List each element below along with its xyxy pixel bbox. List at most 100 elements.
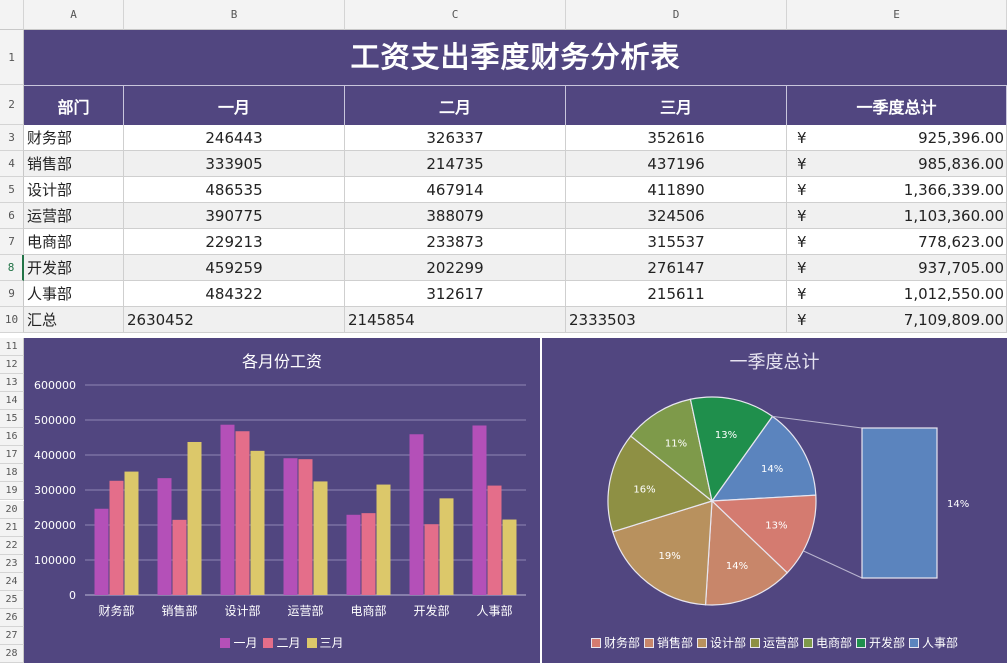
row-header[interactable]: 4 — [0, 151, 24, 177]
value-cell[interactable]: 324506 — [566, 203, 787, 229]
total-cell[interactable]: ¥778,623.00 — [787, 229, 1007, 255]
header-jan[interactable]: 一月 — [124, 85, 345, 125]
dept-cell[interactable]: 财务部 — [24, 125, 124, 151]
pie-chart-plot: 14% 13% 14% 19% 16% 11% 13% 14% — [607, 396, 969, 606]
value-cell[interactable]: 437196 — [566, 151, 787, 177]
bar — [157, 478, 172, 595]
row-header[interactable]: 28 — [0, 644, 24, 663]
pie-chart-panel[interactable]: 一季度总计 14% 13% 14% 19% 16% 11% 13% 14% 财务部 销售部 设计部… — [542, 338, 1007, 663]
dept-cell[interactable]: 开发部 — [24, 255, 124, 281]
y-tick-label: 600000 — [34, 379, 76, 392]
row-header[interactable]: 18 — [0, 464, 24, 483]
value-cell[interactable]: 467914 — [345, 177, 566, 203]
row-header[interactable]: 3 — [0, 125, 24, 151]
row-header[interactable]: 10 — [0, 307, 24, 333]
value-cell[interactable]: 276147 — [566, 255, 787, 281]
currency-symbol: ¥ — [797, 310, 807, 329]
row-header[interactable]: 26 — [0, 608, 24, 627]
total-cell[interactable]: ¥1,012,550.00 — [787, 281, 1007, 307]
value-cell[interactable]: 486535 — [124, 177, 345, 203]
row-header[interactable]: 11 — [0, 338, 24, 357]
bar-chart-plot: 0 100000 200000 300000 400000 500000 600000 财务部… — [34, 379, 526, 618]
value-cell[interactable]: 390775 — [124, 203, 345, 229]
dept-cell[interactable]: 设计部 — [24, 177, 124, 203]
row-header[interactable]: 21 — [0, 518, 24, 537]
row-header[interactable]: 14 — [0, 392, 24, 411]
row-header[interactable]: 9 — [0, 281, 24, 307]
value-cell[interactable]: 326337 — [345, 125, 566, 151]
dept-cell[interactable]: 汇总 — [24, 307, 124, 333]
row-header[interactable]: 16 — [0, 428, 24, 447]
column-header-e[interactable]: E — [787, 0, 1007, 30]
x-tick-label: 设计部 — [224, 603, 260, 618]
value-cell[interactable]: 484322 — [124, 281, 345, 307]
value-cell[interactable]: 459259 — [124, 255, 345, 281]
value-cell[interactable]: 2145854 — [345, 307, 566, 333]
total-cell[interactable]: ¥937,705.00 — [787, 255, 1007, 281]
dept-cell[interactable]: 运营部 — [24, 203, 124, 229]
bar — [124, 471, 139, 595]
row-header[interactable]: 24 — [0, 572, 24, 591]
legend-label: 财务部 — [603, 636, 640, 650]
column-header-a[interactable]: A — [24, 0, 124, 30]
header-feb[interactable]: 二月 — [345, 85, 566, 125]
total-cell[interactable]: ¥1,103,360.00 — [787, 203, 1007, 229]
value-cell[interactable]: 312617 — [345, 281, 566, 307]
pie-chart-legend: 财务部 销售部 设计部 运营部 电商部 开发部 人事部 — [542, 634, 1007, 651]
value-cell[interactable]: 229213 — [124, 229, 345, 255]
value-cell[interactable]: 202299 — [345, 255, 566, 281]
select-all-corner[interactable] — [0, 0, 24, 30]
header-q1-total[interactable]: 一季度总计 — [787, 85, 1007, 125]
dept-cell[interactable]: 电商部 — [24, 229, 124, 255]
value-cell[interactable]: 233873 — [345, 229, 566, 255]
legend-label: 开发部 — [869, 636, 906, 650]
column-header-d[interactable]: D — [566, 0, 787, 30]
bar-chart-panel[interactable]: 各月份工资 0 100000 200000 300000 400000 500000 600… — [24, 338, 540, 663]
row-header[interactable]: 20 — [0, 500, 24, 519]
bar — [235, 431, 250, 595]
legend-item: 开发部 — [856, 634, 905, 651]
total-cell[interactable]: ¥925,396.00 — [787, 125, 1007, 151]
slice-label: 13% — [765, 521, 787, 532]
total-cell[interactable]: ¥985,836.00 — [787, 151, 1007, 177]
value-cell[interactable]: 2630452 — [124, 307, 345, 333]
row-header[interactable]: 25 — [0, 590, 24, 609]
total-cell[interactable]: ¥1,366,339.00 — [787, 177, 1007, 203]
row-header[interactable]: 5 — [0, 177, 24, 203]
column-header-c[interactable]: C — [345, 0, 566, 30]
dept-cell[interactable]: 人事部 — [24, 281, 124, 307]
row-header[interactable]: 23 — [0, 554, 24, 573]
total-cell[interactable]: ¥7,109,809.00 — [787, 307, 1007, 333]
value-cell[interactable]: 388079 — [345, 203, 566, 229]
value-cell[interactable]: 411890 — [566, 177, 787, 203]
value-cell[interactable]: 315537 — [566, 229, 787, 255]
connector-line — [772, 415, 863, 429]
value-cell[interactable]: 246443 — [124, 125, 345, 151]
row-header[interactable]: 27 — [0, 626, 24, 645]
row-header[interactable]: 15 — [0, 410, 24, 429]
row-header[interactable]: 17 — [0, 446, 24, 465]
row-header[interactable]: 2 — [0, 85, 24, 125]
column-header-b[interactable]: B — [124, 0, 345, 30]
row-header[interactable]: 6 — [0, 203, 24, 229]
dept-cell[interactable]: 销售部 — [24, 151, 124, 177]
legend-swatch — [909, 637, 920, 648]
sheet-title[interactable]: 工资支出季度财务分析表 — [24, 30, 1007, 85]
value-cell[interactable]: 215611 — [566, 281, 787, 307]
header-mar[interactable]: 三月 — [566, 85, 787, 125]
row-header[interactable]: 19 — [0, 482, 24, 501]
x-tick-label: 销售部 — [161, 603, 197, 618]
row-header[interactable]: 22 — [0, 536, 24, 555]
row-header[interactable]: 8 — [0, 255, 24, 281]
legend-item: 销售部 — [643, 634, 693, 651]
value-cell[interactable]: 352616 — [566, 125, 787, 151]
legend-swatch — [643, 637, 654, 648]
header-dept[interactable]: 部门 — [24, 85, 124, 125]
row-header[interactable]: 7 — [0, 229, 24, 255]
value-cell[interactable]: 2333503 — [566, 307, 787, 333]
value-cell[interactable]: 214735 — [345, 151, 566, 177]
row-header[interactable]: 12 — [0, 356, 24, 375]
value-cell[interactable]: 333905 — [124, 151, 345, 177]
row-header[interactable]: 1 — [0, 30, 24, 85]
row-header[interactable]: 13 — [0, 374, 24, 393]
